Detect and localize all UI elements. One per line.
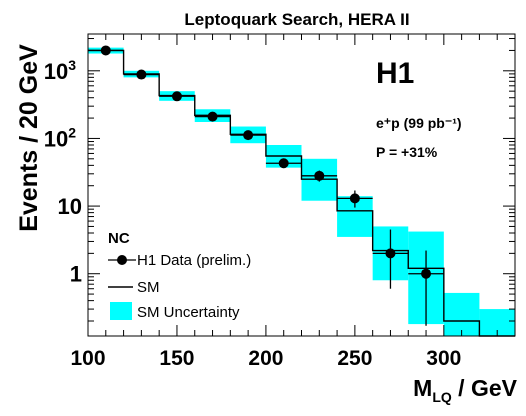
data-point: [265, 158, 302, 169]
legend-header: NC: [108, 230, 130, 247]
legend: NC H1 Data (prelim.) SM SM Uncertainty: [108, 230, 251, 321]
data-point: [123, 69, 160, 80]
data-marker: [171, 91, 182, 102]
polarisation-info: P = +31%: [376, 144, 438, 160]
y-axis-label: Events / 20 GeV: [15, 44, 43, 232]
legend-data-symbol: [108, 255, 136, 265]
data-point: [337, 190, 373, 208]
x-axis-label: MLQ / GeV: [413, 375, 517, 405]
data-point: [408, 250, 444, 326]
y-axis-title: Events / 20 GeV: [15, 44, 43, 232]
axis-ticks: 100 150 200 250 300 1 10 102 103: [44, 34, 516, 370]
x-axis-label-sub: LQ: [432, 389, 452, 405]
data-marker: [136, 69, 147, 80]
data-points: [88, 45, 444, 326]
data-marker: [207, 111, 218, 122]
x-tick-label: 200: [248, 347, 283, 370]
data-marker: [314, 170, 325, 181]
y-tick-label: 102: [44, 124, 76, 151]
chart-title: Leptoquark Search, HERA II: [184, 10, 409, 29]
data-point: [372, 229, 409, 289]
beam-info: e⁺p (99 pb⁻¹): [376, 115, 462, 131]
data-point: [301, 170, 338, 182]
x-tick-label: 250: [337, 347, 372, 370]
data-point: [230, 130, 266, 141]
legend-band-label: SM Uncertainty: [137, 304, 240, 321]
x-tick-label: 150: [159, 347, 194, 370]
data-marker: [100, 45, 111, 56]
x-axis-label-main: M: [413, 375, 432, 401]
y-tick-label: 1: [70, 262, 82, 287]
sm-prediction: [88, 49, 515, 337]
data-marker: [421, 268, 432, 279]
x-tick-label: 100: [70, 347, 105, 370]
experiment-label: H1: [376, 57, 414, 90]
sm-step-line: [88, 49, 515, 337]
legend-data-label: H1 Data (prelim.): [137, 252, 251, 269]
data-marker: [385, 248, 396, 259]
data-point: [159, 91, 195, 102]
data-point: [194, 111, 231, 122]
sm-band-bin: [443, 292, 480, 336]
data-marker: [349, 193, 360, 204]
x-tick-label: 300: [426, 347, 461, 370]
data-marker: [278, 158, 289, 169]
data-marker: [243, 130, 254, 141]
y-tick-label: 10: [58, 194, 82, 219]
y-tick-label: 103: [44, 57, 76, 84]
legend-band-symbol: [110, 302, 132, 320]
legend-sm-label: SM: [137, 279, 160, 296]
x-axis-label-unit: / GeV: [452, 375, 518, 401]
